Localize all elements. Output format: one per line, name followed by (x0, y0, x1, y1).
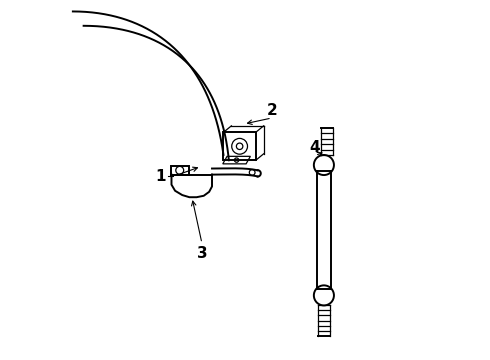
Text: 1: 1 (156, 169, 166, 184)
Text: 3: 3 (196, 246, 207, 261)
Text: 2: 2 (267, 103, 277, 118)
Text: 4: 4 (310, 140, 320, 155)
